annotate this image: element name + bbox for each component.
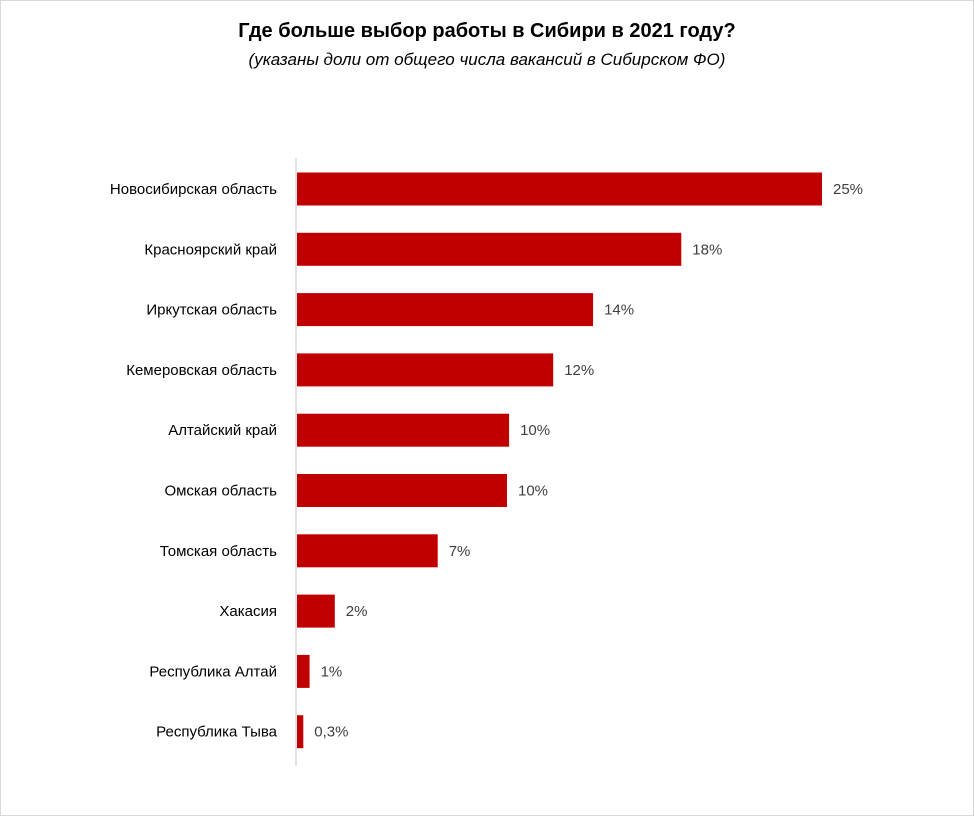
- category-label: Республика Тыва: [156, 724, 278, 741]
- bar-7: [297, 534, 438, 568]
- bar-6: [297, 474, 507, 507]
- category-label: Хакасия: [219, 603, 277, 620]
- category-label: Алтайский край: [168, 422, 277, 439]
- value-label: 14%: [604, 302, 634, 319]
- bar-4: [297, 353, 554, 387]
- bar-1: [297, 172, 822, 206]
- category-label: Омская область: [164, 483, 277, 500]
- bar-5: [297, 413, 510, 447]
- category-label: Республика Алтай: [149, 663, 277, 680]
- category-label: Красноярский край: [144, 241, 277, 258]
- value-label: 10%: [520, 422, 550, 439]
- bar-8: [297, 594, 335, 628]
- chart-title: Где больше выбор работы в Сибири в 2021 …: [238, 20, 736, 42]
- bar-3: [297, 293, 594, 327]
- category-label: Томская область: [160, 543, 277, 560]
- value-label: 18%: [692, 241, 722, 258]
- value-label: 12%: [564, 362, 594, 379]
- category-label: Новосибирская область: [110, 181, 277, 198]
- bars-group: Новосибирская область 25% Красноярский кра…: [110, 172, 863, 749]
- bar-2: [297, 232, 682, 266]
- value-label: 10%: [518, 483, 548, 500]
- chart-subtitle: (указаны доли от общего числа вакансий в…: [248, 50, 726, 69]
- value-label: 7%: [449, 543, 471, 560]
- value-label: 0,3%: [314, 724, 348, 741]
- category-label: Иркутская область: [146, 302, 277, 319]
- value-label: 1%: [321, 663, 343, 680]
- value-label: 2%: [346, 603, 368, 620]
- category-label: Кемеровская область: [126, 362, 277, 379]
- bar-10: [297, 715, 304, 749]
- bar-9: [297, 654, 310, 688]
- value-label: 25%: [833, 181, 863, 198]
